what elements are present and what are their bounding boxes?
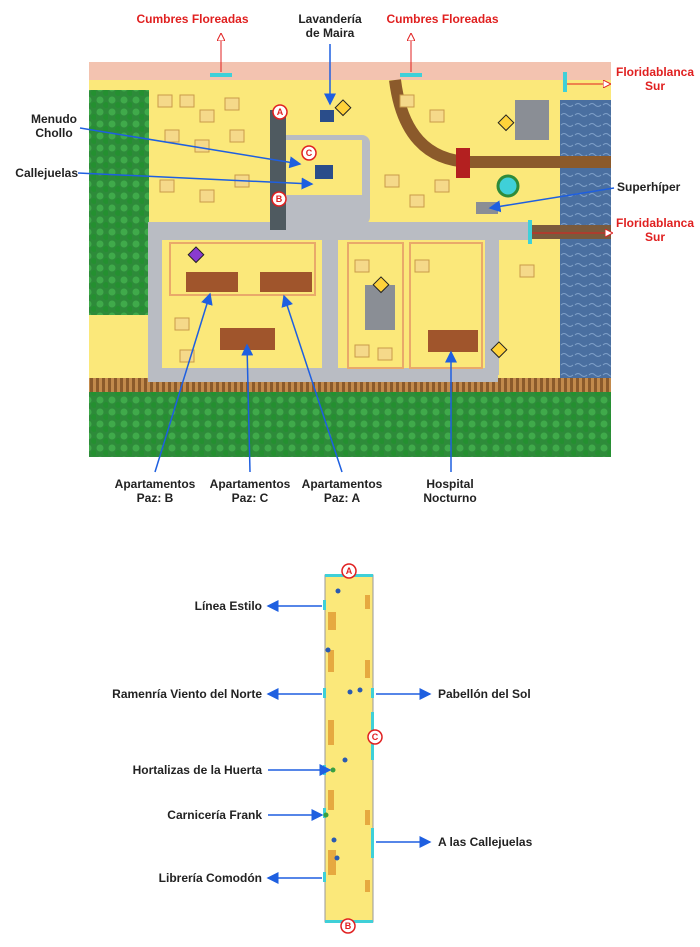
exit-north-east[interactable] [400, 73, 422, 77]
pointer-apt-b [154, 292, 213, 473]
west-forest [89, 90, 149, 315]
laundry-building [320, 110, 334, 122]
alley-marker-c [367, 729, 383, 745]
apt-a-label: Apartamentos Paz: A [301, 477, 383, 505]
exit-label-east-upper: Floridablanca Sur [615, 65, 695, 93]
block-center [347, 242, 404, 369]
alley-marker-b [340, 918, 356, 934]
pointer-apt-a [281, 294, 343, 473]
west-road [148, 222, 162, 382]
block-apts [169, 242, 316, 296]
pointer-superhiper [488, 187, 615, 213]
alley-map: A B C [266, 563, 432, 934]
shop-label-linea-estilo: Línea Estilo [194, 599, 262, 613]
town-map [89, 62, 611, 457]
purple-diamond-icon [187, 246, 205, 264]
apt-b-building [186, 272, 238, 292]
town-markers: A B C [271, 104, 317, 207]
shop-label-ramenria: Ramenría Viento del Norte [112, 687, 262, 701]
menudo-chollo-label: Menudo Chollo [31, 112, 77, 140]
callejuelas-label: Callejuelas [15, 166, 78, 180]
alley-stalls [328, 595, 370, 892]
marker-c [301, 145, 317, 161]
alley-pointers [266, 600, 432, 884]
marker-a [272, 104, 288, 120]
alley-npc-green [330, 767, 336, 773]
hospital-label: Hospital Nocturno [423, 477, 477, 505]
shop-label-pabellon: Pabellón del Sol [438, 687, 531, 701]
shop-label-libreria: Librería Comodón [158, 871, 262, 885]
shop-label-a-las-callejuelas: A las Callejuelas [438, 835, 533, 849]
exit-label-north-east: Cumbres Floreadas [386, 12, 499, 26]
exit-arrows [221, 34, 612, 233]
marker-c-text: C [306, 148, 313, 158]
alley-marker-a [341, 563, 357, 579]
exit-label-north-west: Cumbres Floreadas [136, 12, 249, 26]
exit-east-lower[interactable] [528, 220, 532, 244]
block-hospital [409, 242, 483, 369]
apt-c-label: Apartamentos Paz: C [209, 477, 291, 505]
exit-label-east-lower: Floridablanca Sur [615, 216, 695, 244]
apt-c-building [220, 328, 275, 350]
hospital-building [428, 330, 478, 352]
alley-marker-c-text: C [372, 732, 379, 742]
alley-marker-a-text: A [346, 566, 353, 576]
apt-a-building [260, 272, 312, 292]
marker-a-text: A [277, 107, 284, 117]
apt-b-label: Apartamentos Paz: B [114, 477, 196, 505]
pointer-apt-c [241, 343, 254, 473]
rail-crossing [456, 148, 470, 178]
alley-npcs [325, 588, 363, 861]
callejuelas-gate [315, 165, 333, 179]
alley-npc-green-2 [323, 812, 329, 818]
center-road [322, 235, 338, 375]
fountain [496, 174, 520, 198]
exit-north-west[interactable] [210, 73, 232, 77]
exit-east-upper[interactable] [563, 72, 567, 92]
shop-label-carniceria: Carnicería Frank [167, 808, 262, 822]
event-diamond-icons [334, 99, 515, 359]
pointer-menudo-chollo [79, 127, 302, 169]
marker-b [271, 191, 287, 207]
south-forest [89, 392, 611, 457]
town-pointers [77, 44, 615, 473]
laundry-label: Lavandería de Maira [298, 12, 362, 40]
shop-label-hortalizas: Hortalizas de la Huerta [132, 763, 262, 777]
east-bridge [530, 225, 611, 239]
north-path [89, 62, 611, 80]
superhiper-label: Superhíper [617, 180, 681, 194]
pointer-callejuelas [77, 172, 314, 190]
market-roof [515, 100, 549, 140]
parking-lot [365, 285, 395, 330]
east-road [485, 235, 499, 375]
east-water [560, 100, 611, 392]
main-road [148, 222, 530, 240]
alley-marker-b-text: B [345, 921, 352, 931]
marker-b-text: B [276, 194, 283, 204]
alley-strip [270, 110, 286, 230]
